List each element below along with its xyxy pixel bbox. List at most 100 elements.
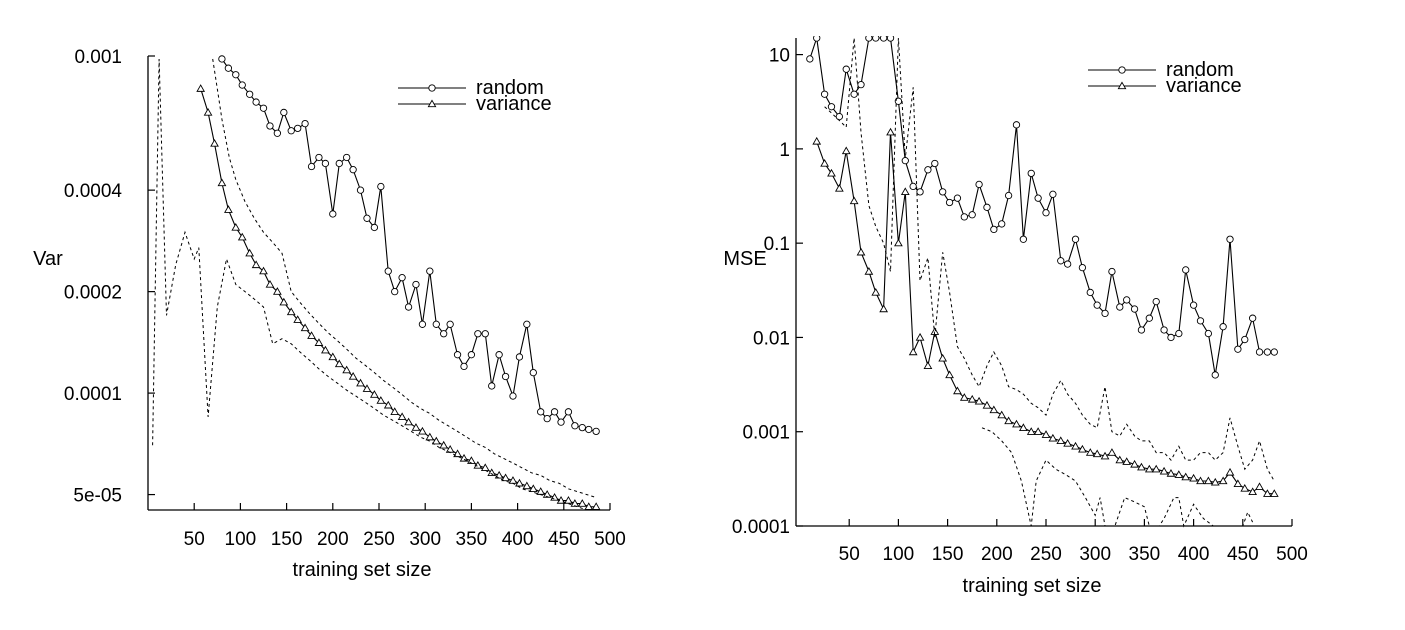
data-point-variance — [1071, 441, 1080, 450]
y-tick-label: 0.0004 — [64, 181, 123, 202]
data-point-variance — [1218, 476, 1228, 485]
x-tick-label: 300 — [409, 529, 441, 550]
confidence-band-line — [824, 37, 1275, 482]
data-point-random — [968, 211, 976, 219]
legend-marker-triangle — [427, 99, 437, 108]
data-point-random — [842, 65, 850, 73]
data-point-random — [523, 320, 531, 328]
y-tick-label: 0.1 — [764, 234, 790, 255]
data-point-random — [585, 425, 593, 434]
data-point-random — [259, 104, 268, 112]
data-point-variance — [1056, 436, 1066, 445]
data-point-variance — [1122, 457, 1132, 465]
data-point-variance — [1225, 467, 1235, 476]
data-point-variance — [286, 307, 296, 316]
data-point-random — [501, 372, 510, 381]
data-point-random — [1093, 301, 1101, 309]
data-point-variance — [1174, 470, 1184, 478]
data-point-variance — [923, 361, 933, 369]
data-point-variance — [356, 378, 365, 387]
data-point-random — [1145, 314, 1153, 322]
data-point-variance — [1263, 489, 1272, 497]
x-tick-label: 250 — [1030, 544, 1062, 565]
data-point-variance — [453, 449, 462, 458]
y-tick-label: 5e-05 — [73, 486, 122, 507]
plot-area — [806, 36, 1279, 528]
data-point-variance — [900, 187, 910, 196]
data-point-variance — [1144, 464, 1154, 473]
data-point-random — [1263, 348, 1272, 356]
data-point-variance — [1189, 473, 1198, 482]
data-point-random — [571, 422, 579, 430]
data-point-variance — [1166, 469, 1176, 477]
data-point-random — [377, 182, 385, 191]
y-axis-label: Var — [33, 248, 63, 270]
data-point-variance — [217, 178, 227, 187]
data-point-random — [1034, 194, 1042, 202]
data-point-random — [1189, 301, 1198, 309]
x-tick-label: 150 — [932, 544, 964, 565]
data-point-variance — [1033, 427, 1043, 435]
data-point-variance — [328, 352, 338, 361]
data-point-variance — [348, 372, 358, 380]
legend-label: variance — [1166, 75, 1242, 97]
data-point-variance — [334, 359, 344, 368]
data-point-variance — [974, 396, 984, 405]
data-point-variance — [841, 146, 851, 155]
data-point-random — [1167, 333, 1175, 342]
data-point-random — [872, 36, 880, 42]
data-point-variance — [1203, 476, 1213, 485]
data-point-variance — [967, 394, 977, 403]
data-point-variance — [820, 158, 829, 167]
data-point-random — [813, 36, 821, 42]
data-point-random — [370, 223, 379, 232]
data-point-random — [224, 64, 233, 72]
data-point-random — [865, 36, 873, 42]
data-point-variance — [279, 297, 289, 306]
data-point-variance — [1018, 423, 1028, 431]
data-point-random — [1204, 329, 1213, 338]
data-point-random — [329, 210, 337, 218]
data-point-variance — [487, 468, 497, 476]
data-point-random — [1116, 303, 1124, 311]
data-point-random — [537, 408, 545, 416]
data-point-variance — [265, 279, 275, 288]
x-tick-label: 100 — [883, 544, 915, 565]
data-point-variance — [864, 267, 874, 275]
data-point-random — [398, 274, 406, 282]
data-point-variance — [397, 412, 407, 421]
data-point-random — [245, 90, 254, 98]
data-point-variance — [342, 365, 352, 374]
data-point-random — [1086, 288, 1094, 297]
data-point-variance — [314, 338, 324, 346]
data-point-random — [418, 320, 427, 328]
data-point-random — [529, 368, 537, 377]
data-point-variance — [577, 499, 587, 507]
x-tick-label: 350 — [456, 529, 488, 550]
data-point-random — [412, 280, 420, 289]
data-point-variance — [1269, 489, 1279, 497]
data-point-variance — [1100, 451, 1110, 460]
data-point-variance — [1063, 438, 1073, 447]
data-point-random — [356, 186, 365, 194]
data-point-variance — [272, 287, 282, 295]
data-point-variance — [439, 440, 449, 449]
data-point-random — [404, 303, 413, 311]
data-point-random — [592, 427, 600, 436]
data-point-random — [578, 423, 586, 432]
data-point-variance — [1181, 472, 1191, 481]
data-point-random — [1130, 305, 1139, 313]
data-point-random — [975, 180, 983, 189]
y-axis-label: MSE — [723, 248, 766, 270]
data-point-random — [1152, 297, 1160, 306]
data-point-variance — [293, 315, 303, 323]
data-point-random — [391, 287, 399, 296]
data-point-random — [1071, 235, 1080, 243]
chart-1: 50 100 150 200 250 300 350 400 450 500 5e-05 0.0001… — [33, 47, 626, 581]
data-point-random — [1226, 235, 1234, 243]
data-point-random — [495, 351, 503, 359]
data-point-variance — [203, 107, 213, 116]
y-tick-label: 0.001 — [74, 47, 122, 68]
data-point-random — [1049, 190, 1057, 198]
